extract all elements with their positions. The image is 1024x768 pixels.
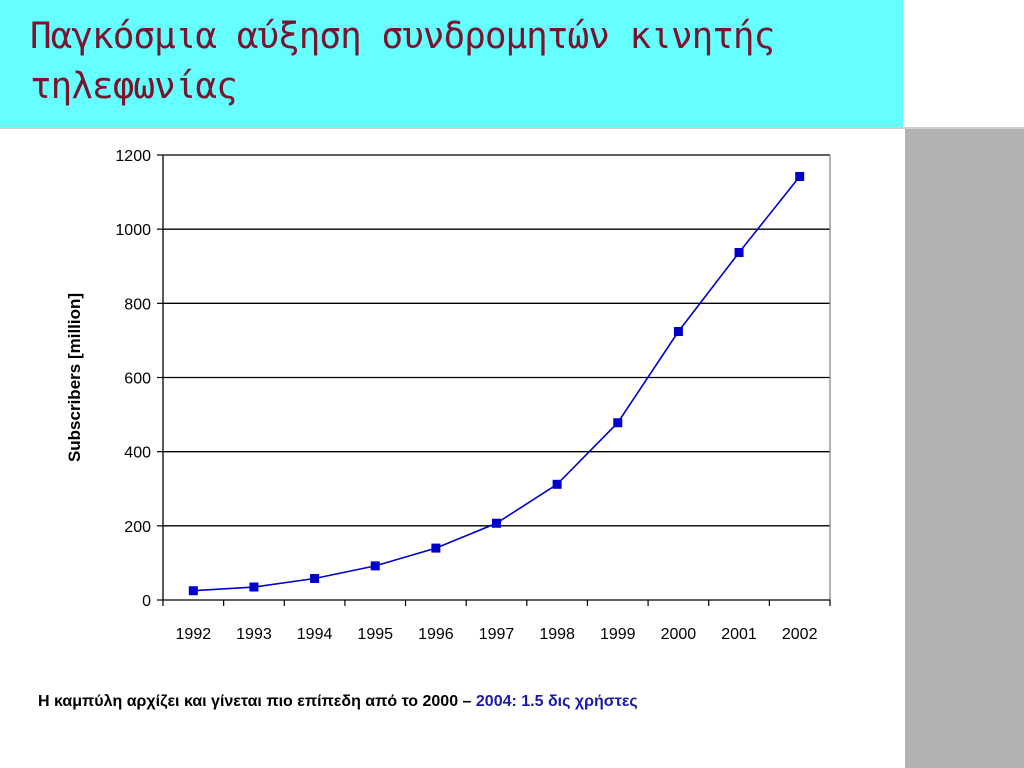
data-point-1996 bbox=[431, 543, 441, 553]
x-tick-label-1992: 1992 bbox=[176, 626, 212, 643]
data-point-1999 bbox=[613, 418, 623, 428]
x-tick-label-2001: 2001 bbox=[721, 626, 757, 643]
data-point-1998 bbox=[552, 479, 562, 489]
slide-caption: Η καμπύλη αρχίζει και γίνεται πιο επίπεδ… bbox=[38, 693, 908, 711]
y-tick-label-0: 0 bbox=[142, 593, 151, 610]
y-axis-label: Subscribers [million] bbox=[65, 293, 84, 462]
x-tick-label-1995: 1995 bbox=[357, 626, 393, 643]
data-point-1992 bbox=[188, 586, 198, 596]
side-band bbox=[905, 129, 1024, 768]
x-tick-label-1993: 1993 bbox=[236, 626, 272, 643]
slide-title: Παγκόσμια αύξηση συνδρομητών κινητής τηλ… bbox=[30, 16, 775, 107]
title-divider bbox=[0, 127, 1024, 129]
caption-main: Η καμπύλη αρχίζει και γίνεται πιο επίπεδ… bbox=[38, 693, 476, 710]
x-tick-label-1997: 1997 bbox=[479, 626, 515, 643]
x-tick-label-1996: 1996 bbox=[418, 626, 454, 643]
data-point-1995 bbox=[370, 561, 380, 571]
y-tick-label-600: 600 bbox=[124, 371, 151, 388]
y-tick-label-1200: 1200 bbox=[115, 148, 151, 165]
x-tick-label-1999: 1999 bbox=[600, 626, 636, 643]
x-tick-label-1998: 1998 bbox=[539, 626, 575, 643]
caption-highlight: 2004: 1.5 δις χρήστες bbox=[475, 693, 638, 710]
title-band: Παγκόσμια αύξηση συνδρομητών κινητής τηλ… bbox=[0, 0, 903, 127]
data-point-2002 bbox=[795, 172, 805, 182]
x-tick-label-2000: 2000 bbox=[661, 626, 697, 643]
y-tick-label-400: 400 bbox=[124, 445, 151, 462]
x-tick-label-2002: 2002 bbox=[782, 626, 818, 643]
x-tick-label-1994: 1994 bbox=[297, 626, 333, 643]
y-tick-label-200: 200 bbox=[124, 519, 151, 536]
y-tick-label-800: 800 bbox=[124, 296, 151, 313]
data-point-2000 bbox=[673, 327, 683, 337]
data-point-1997 bbox=[492, 518, 501, 528]
data-point-2001 bbox=[734, 248, 744, 258]
subscribers-line-chart: 0 200 400 600 800 1000 1200 1992 1993 1994 1995 199… bbox=[65, 148, 831, 643]
data-point-1994 bbox=[310, 573, 320, 583]
data-point-1993 bbox=[249, 582, 259, 592]
y-tick-label-1000: 1000 bbox=[115, 222, 151, 239]
